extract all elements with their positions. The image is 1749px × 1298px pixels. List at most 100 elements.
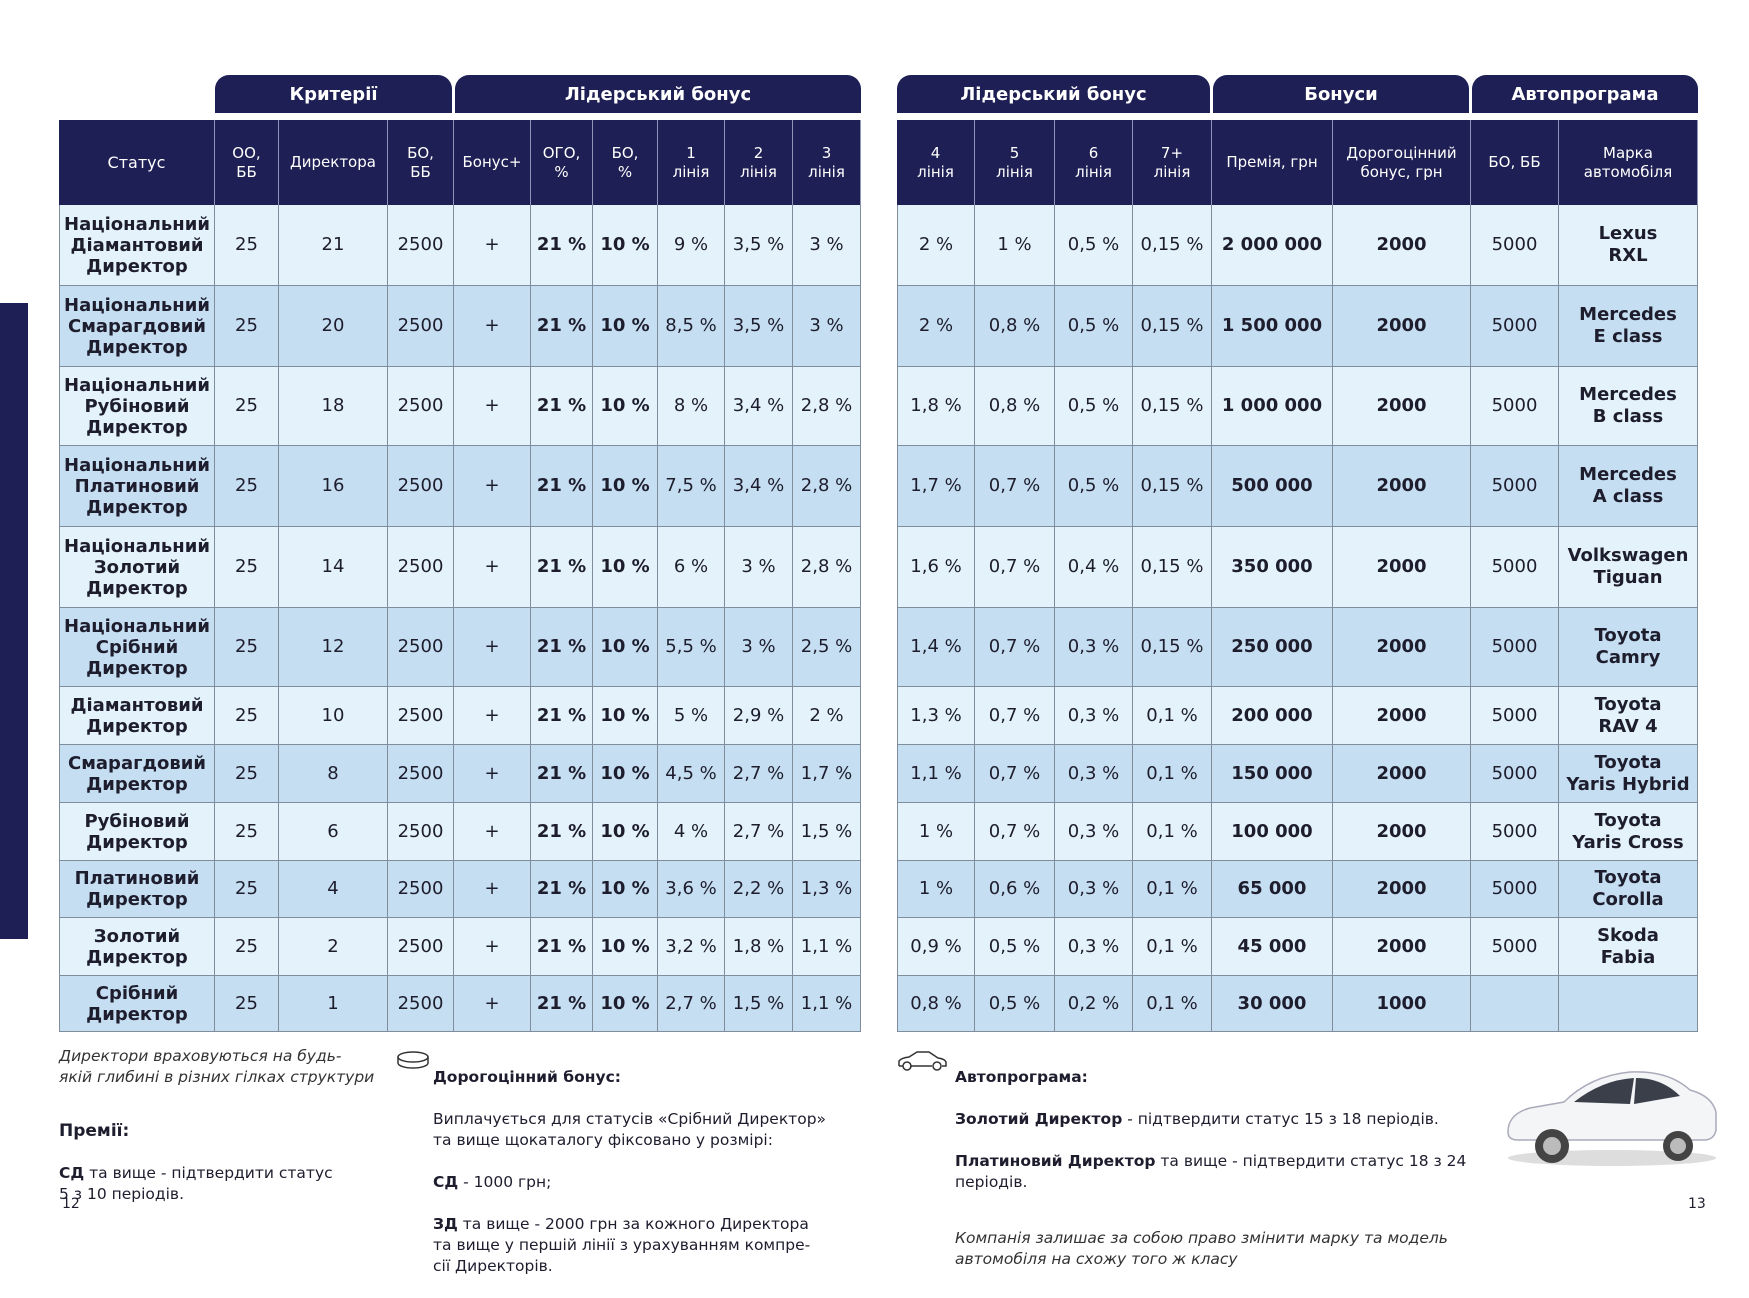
table-cell: 25 [215,918,279,976]
table-cell: 2500 [388,286,454,367]
table-cell: 45 000 [1212,918,1333,976]
table-cell: 2500 [388,367,454,446]
table-cell: 16 [279,446,388,527]
table-cell: 1,3 % [897,687,975,745]
table-cell: + [454,608,531,687]
table-cell: 6 [279,803,388,861]
table-cell: 5 % [658,687,725,745]
column-header: 6 лінія [1055,120,1133,205]
table-cell: 6 % [658,527,725,608]
table-cell: 2000 [1333,527,1471,608]
column-header: БО, ББ [1471,120,1559,205]
table-cell: 1 [279,976,388,1032]
table-cell: + [454,687,531,745]
note-premii: Премії: СД та вище - підтвердити статус … [59,1100,439,1205]
table-cell: 2000 [1333,205,1471,286]
table-cell: 0,15 % [1133,286,1212,367]
table-cell: 25 [215,286,279,367]
table-cell: 10 % [593,861,658,918]
table-cell: 2500 [388,976,454,1032]
table-cell: 1,7 % [793,745,861,803]
table-cell: + [454,803,531,861]
note-auto: Автопрограма: Золотий Директор - підтвер… [955,1046,1515,1291]
column-header: Марка автомобіля [1559,120,1698,205]
table-cell: 10 % [593,918,658,976]
column-header: Дорогоцінний бонус, грн [1333,120,1471,205]
table-cell: 10 % [593,527,658,608]
table-cell: 25 [215,367,279,446]
table-cell: 0,15 % [1133,367,1212,446]
table-cell: 350 000 [1212,527,1333,608]
table-cell: 5000 [1471,286,1559,367]
table-cell: 10 % [593,976,658,1032]
table-cell: 10 % [593,205,658,286]
column-header: БО, ББ [388,120,454,205]
table-cell: 1 500 000 [1212,286,1333,367]
table-cell: 5000 [1471,446,1559,527]
note-directors: Директори враховуються на будь- якій гли… [59,1047,375,1086]
table-cell: 2500 [388,527,454,608]
table-cell: 3,2 % [658,918,725,976]
column-header: 2 лінія [725,120,793,205]
table-cell: 5000 [1471,687,1559,745]
table-cell: 1 % [897,803,975,861]
table-cell: 2000 [1333,286,1471,367]
table-cell: 10 % [593,745,658,803]
table-cell: 2 % [897,286,975,367]
table-cell: Національний Смарагдовий Директор [59,286,215,367]
table-cell: Volkswagen Tiguan [1559,527,1698,608]
table-cell: 1,4 % [897,608,975,687]
table-cell: 2,9 % [725,687,793,745]
note-disclaimer: Компанія залишає за собою право змінити … [955,1229,1448,1268]
note-bold: СД [59,1164,85,1182]
table-cell: 2000 [1333,687,1471,745]
table-cell: 2500 [388,861,454,918]
table-cell: 2 % [793,687,861,745]
table-cell: 2,5 % [793,608,861,687]
table-cell: 0,7 % [975,803,1055,861]
table-cell: 4 % [658,803,725,861]
car-icon [898,1051,947,1071]
note-title: Автопрограма: [955,1068,1088,1086]
table-cell: Національний Срібний Директор [59,608,215,687]
table-cell: 0,1 % [1133,861,1212,918]
table-cell: 0,2 % [1055,976,1133,1032]
table-cell: 21 % [531,976,593,1032]
note-bold: СД [433,1173,459,1191]
table-cell: Toyota Camry [1559,608,1698,687]
group-header: Автопрограма [1472,75,1698,113]
table-cell: 21 [279,205,388,286]
table-cell: 30 000 [1212,976,1333,1032]
table-cell: 25 [215,527,279,608]
table-cell: 18 [279,367,388,446]
table-cell: 0,8 % [897,976,975,1032]
table-cell: 1,1 % [793,976,861,1032]
table-cell: 5000 [1471,918,1559,976]
note-text: Виплачується для статусів «Срібний Дирек… [433,1110,827,1149]
table-cell: 1,5 % [725,976,793,1032]
column-header: Директора [279,120,388,205]
table-cell: 21 % [531,286,593,367]
table-cell: Toyota Corolla [1559,861,1698,918]
table-cell: Срібний Директор [59,976,215,1032]
table-cell: 0,5 % [1055,367,1133,446]
table-cell: 1,8 % [725,918,793,976]
table-cell: 5000 [1471,803,1559,861]
table-cell: 21 % [531,803,593,861]
table-cell: 100 000 [1212,803,1333,861]
table-cell: 2500 [388,918,454,976]
table-cell: 1,8 % [897,367,975,446]
table-cell: 8 [279,745,388,803]
column-header: 4 лінія [897,120,975,205]
table-cell: 10 % [593,286,658,367]
table-cell: 21 % [531,446,593,527]
table-cell: 2000 [1333,803,1471,861]
column-header: ОГО, % [531,120,593,205]
column-header: ОО, ББ [215,120,279,205]
table-cell: 0,3 % [1055,861,1133,918]
column-header: 1 лінія [658,120,725,205]
table-cell: 5,5 % [658,608,725,687]
table-cell: 25 [215,745,279,803]
table-cell: 5000 [1471,861,1559,918]
table-cell: Національний Рубіновий Директор [59,367,215,446]
